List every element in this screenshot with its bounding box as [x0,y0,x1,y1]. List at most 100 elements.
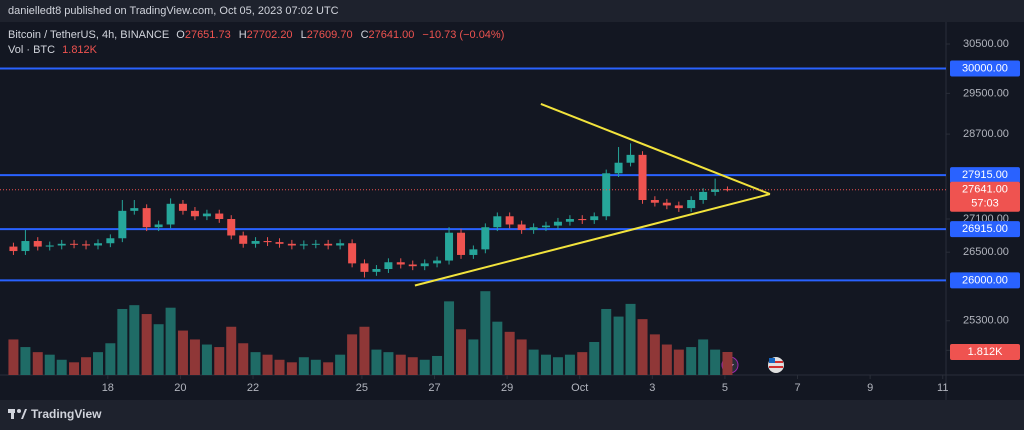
candle-body [469,249,478,255]
x-tick-label: 11 [937,382,948,394]
candle-body [202,213,211,217]
volume-bar [298,357,309,375]
candle-body [457,232,466,255]
candle-body [263,241,272,243]
volume-bar [492,321,503,375]
volume-bar [81,357,92,375]
volume-bar [589,341,600,375]
candle-body [711,189,720,192]
volume-bar [371,349,382,375]
candle-body [287,243,296,246]
legend: Bitcoin / TetherUS, 4h, BINANCE O27651.7… [8,29,508,41]
ohlc-key: L [300,29,307,41]
volume-bar [347,334,358,375]
volume-bar [20,347,31,375]
volume-tag-label: 1.812K [968,346,1004,358]
volume-bar [117,308,128,375]
ohlc-item: C27641.00 [361,29,419,41]
candle-body [699,191,708,201]
candle-body [82,244,91,246]
y-tick-label: 28700.00 [963,128,1009,140]
volume-bar [226,326,237,375]
candle-body [553,221,562,226]
level-tag [950,272,1020,289]
candle-body [578,219,587,221]
candle-body [227,219,236,236]
ohlc-item: L27609.70 [301,29,357,41]
candle-body [21,241,30,252]
candle-body [70,243,79,245]
logo [8,409,27,419]
volume-bar [516,339,527,375]
volume-bar [129,305,140,375]
candle-body [565,219,574,222]
volume-title: Vol · BTC [8,44,56,56]
candle-body [106,238,115,244]
x-tick-label: 9 [867,382,873,394]
candle-body [372,269,381,272]
candle-body [57,243,66,246]
publisher: danielledt8 published on TradingView.com… [8,5,339,17]
candle-body [311,243,320,245]
y-tick-label: 26500.00 [963,246,1009,258]
volume-bar [613,316,624,375]
candle-body [154,224,163,228]
candle-body [45,245,54,247]
volume-bar [444,301,455,375]
top-bar [0,0,1024,22]
countdown: 57:03 [971,198,999,210]
x-tick-label: 18 [102,382,114,394]
volume-bar [722,351,733,375]
candle-body [493,216,502,228]
y-tick-label: 30500.00 [963,38,1009,50]
volume-bar [56,359,67,375]
x-tick-label: 25 [356,382,368,394]
volume-bar [323,362,334,375]
volume-bar [44,354,55,375]
volume-bar [141,314,152,375]
candle-body [94,243,103,246]
volume-bar [310,359,321,375]
volume-bar [165,307,176,375]
candle-body [251,241,260,244]
volume-bar [661,344,672,375]
candle-body [324,243,333,246]
candle-body [360,263,369,272]
volume-bar [8,339,19,375]
volume-bar [407,357,418,375]
ohlc-value: 27702.20 [246,29,293,41]
candle-body [541,225,550,228]
x-tick-label: 22 [247,382,259,394]
level-label: 26915.00 [962,223,1008,235]
x-tick-label: 20 [174,382,186,394]
candle-body [166,203,175,225]
volume-bar [177,330,188,375]
candle-body [33,241,42,247]
volume-bar [189,339,200,375]
candle-body [142,208,151,228]
candle-body [433,260,442,264]
volume-text: 1.812K [62,44,98,56]
brand: TradingView [31,407,102,421]
volume-bar [468,339,479,375]
candle-body [674,205,683,209]
level-tag [950,60,1020,77]
volume-bar [105,343,116,375]
volume-bar [637,319,648,375]
volume-bar [395,354,406,375]
volume-legend: Vol · BTC 1.812K [8,44,101,56]
volume-bar [201,344,212,375]
candle-body [614,162,623,174]
x-tick-label: 29 [501,382,513,394]
price-tag [950,181,1020,212]
candle-body [723,189,732,191]
footer-bar [0,400,1024,430]
volume-bar [673,349,684,375]
x-tick-label: 27 [428,382,440,394]
volume-bar [480,291,491,375]
ohlc-key: C [360,29,369,41]
ohlc-value: 27651.73 [184,29,231,41]
volume-bar [577,352,588,375]
candle-body [118,210,127,239]
